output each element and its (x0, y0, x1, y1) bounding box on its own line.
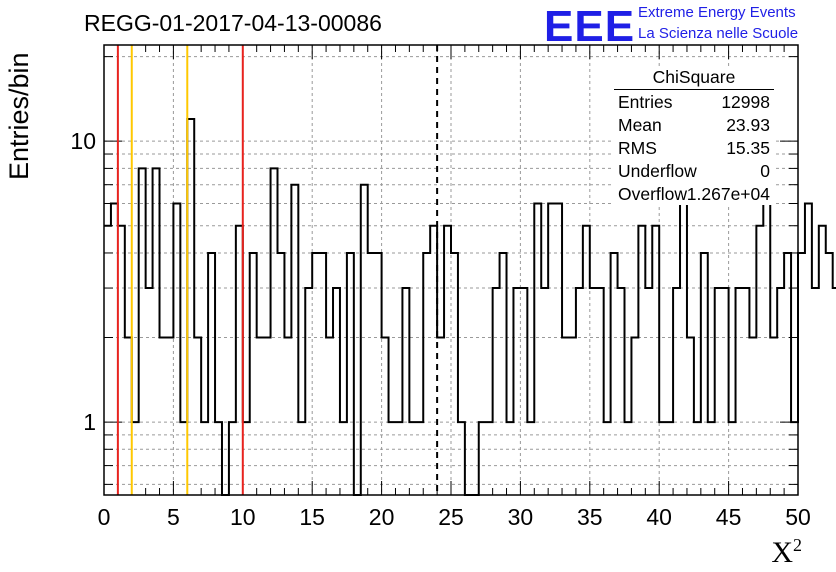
stats-row-rms: RMS 15.35 (612, 136, 774, 159)
x-tick-label: 10 (230, 504, 256, 530)
histogram-line (104, 117, 836, 496)
stats-row-underflow: Underflow 0 (612, 159, 774, 182)
stats-title: ChiSquare (614, 67, 774, 90)
x-tick-label: 15 (299, 504, 325, 530)
stats-key: Mean (618, 115, 662, 135)
stats-value: 23.93 (726, 115, 770, 135)
x-tick-label: 30 (508, 504, 534, 530)
logo-line-2: La Scienza nelle Scuole (638, 25, 799, 42)
x-axis-label: X2 (771, 535, 802, 569)
stats-box: ChiSquare Entries 12998 Mean 23.93 RMS 1… (612, 67, 774, 205)
logo-line-1: Extreme Energy Events (638, 4, 796, 21)
x-tick-label: 5 (167, 504, 180, 530)
stats-key: Underflow (618, 161, 697, 181)
plot-frame (103, 44, 799, 496)
stats-value: 0 (760, 161, 770, 181)
y-axis-label: Entries/bin (4, 52, 34, 180)
stats-row-overflow: Overflow 1.267e+04 (612, 182, 774, 205)
x-tick-label: 35 (577, 504, 603, 530)
stats-key: Entries (618, 92, 673, 112)
y-tick-label: 1 (83, 409, 96, 435)
x-tick-label: 25 (438, 504, 464, 530)
x-tick-label: 45 (716, 504, 742, 530)
chart-title: REGG-01-2017-04-13-00086 (84, 10, 382, 36)
x-tick-label: 20 (369, 504, 395, 530)
stats-row-mean: Mean 23.93 (612, 113, 774, 136)
x-tick-label: 40 (646, 504, 672, 530)
x-tick-label: 0 (98, 504, 111, 530)
eee-logo: EEE (544, 2, 636, 51)
stats-key: RMS (618, 138, 657, 158)
stats-value: 12998 (721, 92, 770, 112)
stats-key: Overflow (618, 184, 688, 204)
stats-row-entries: Entries 12998 (612, 90, 774, 113)
y-tick-label: 10 (70, 128, 96, 154)
stats-value: 1.267e+04 (686, 184, 770, 204)
stats-value: 15.35 (726, 138, 770, 158)
x-tick-label: 50 (785, 504, 811, 530)
